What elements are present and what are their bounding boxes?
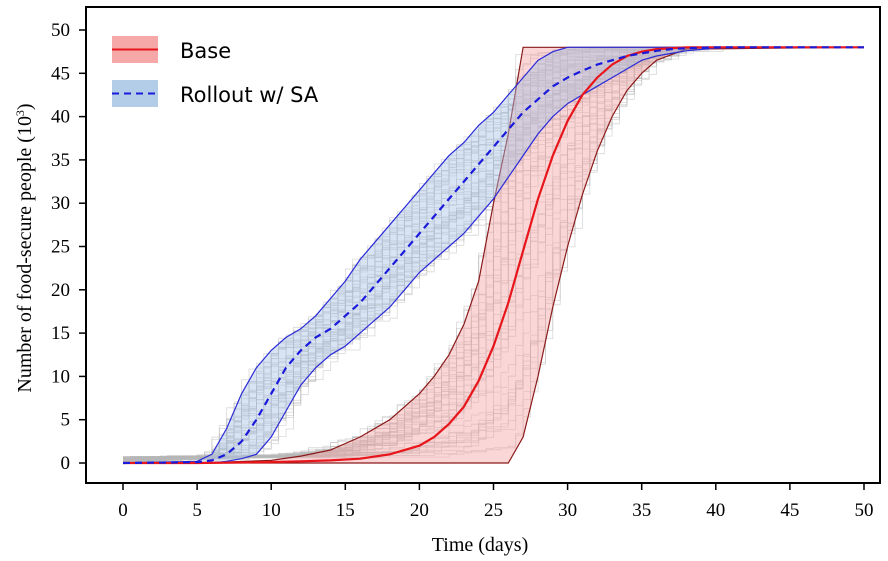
y-tick-label: 10 bbox=[51, 366, 70, 387]
x-tick-label: 15 bbox=[336, 500, 355, 521]
x-tick-label: 50 bbox=[855, 500, 874, 521]
band-rollout bbox=[123, 47, 864, 464]
x-tick-label: 25 bbox=[484, 500, 503, 521]
band-base bbox=[123, 47, 864, 464]
y-axis-title: Number of food-secure people (103) bbox=[13, 103, 36, 392]
band-lower-bound bbox=[123, 46, 864, 464]
y-tick-label: 30 bbox=[51, 193, 70, 214]
legend-label-rollout: Rollout w/ SA bbox=[180, 83, 319, 107]
x-tick-label: 30 bbox=[558, 500, 577, 521]
y-tick-label: 0 bbox=[61, 453, 71, 474]
sample-trajectory bbox=[123, 46, 864, 458]
y-tick-label: 15 bbox=[51, 323, 70, 344]
legend-entry-base: Base bbox=[112, 36, 231, 63]
y-axis-ticks: 0 5 10 15 20 25 30 35 40 45 50 bbox=[51, 20, 86, 474]
x-tick-label: 10 bbox=[262, 500, 281, 521]
x-tick-label: 0 bbox=[118, 500, 128, 521]
y-tick-label: 20 bbox=[51, 280, 70, 301]
y-axis-title-main: Number of food-secure people (10 bbox=[14, 116, 36, 393]
uncertainty-bands bbox=[122, 46, 865, 464]
x-tick-label: 20 bbox=[410, 500, 429, 521]
band-upper-bound bbox=[122, 46, 864, 464]
series-lines bbox=[122, 46, 864, 465]
plot-frame bbox=[85, 6, 881, 484]
y-tick-label: 50 bbox=[51, 20, 70, 41]
x-tick-label: 45 bbox=[780, 500, 799, 521]
band-lower-bound bbox=[123, 46, 865, 464]
y-axis-title-close: ) bbox=[14, 103, 36, 110]
y-tick-label: 35 bbox=[51, 150, 70, 171]
y-tick-label: 40 bbox=[51, 107, 70, 128]
x-axis-ticks: 0 5 10 15 20 25 30 35 40 45 50 bbox=[118, 483, 874, 521]
legend-label-base: Base bbox=[180, 39, 231, 63]
y-tick-label: 25 bbox=[51, 237, 70, 258]
x-axis-title: Time (days) bbox=[432, 534, 528, 556]
legend-entry-rollout: Rollout w/ SA bbox=[112, 80, 319, 107]
legend: Base Rollout w/ SA bbox=[112, 36, 319, 107]
series-line-rollout bbox=[122, 46, 864, 465]
x-tick-label: 35 bbox=[632, 500, 651, 521]
x-tick-label: 5 bbox=[192, 500, 202, 521]
y-tick-label: 5 bbox=[61, 410, 71, 431]
y-axis-title-superscript: 3 bbox=[13, 110, 27, 116]
x-tick-label: 40 bbox=[706, 500, 725, 521]
y-tick-label: 45 bbox=[51, 63, 70, 84]
